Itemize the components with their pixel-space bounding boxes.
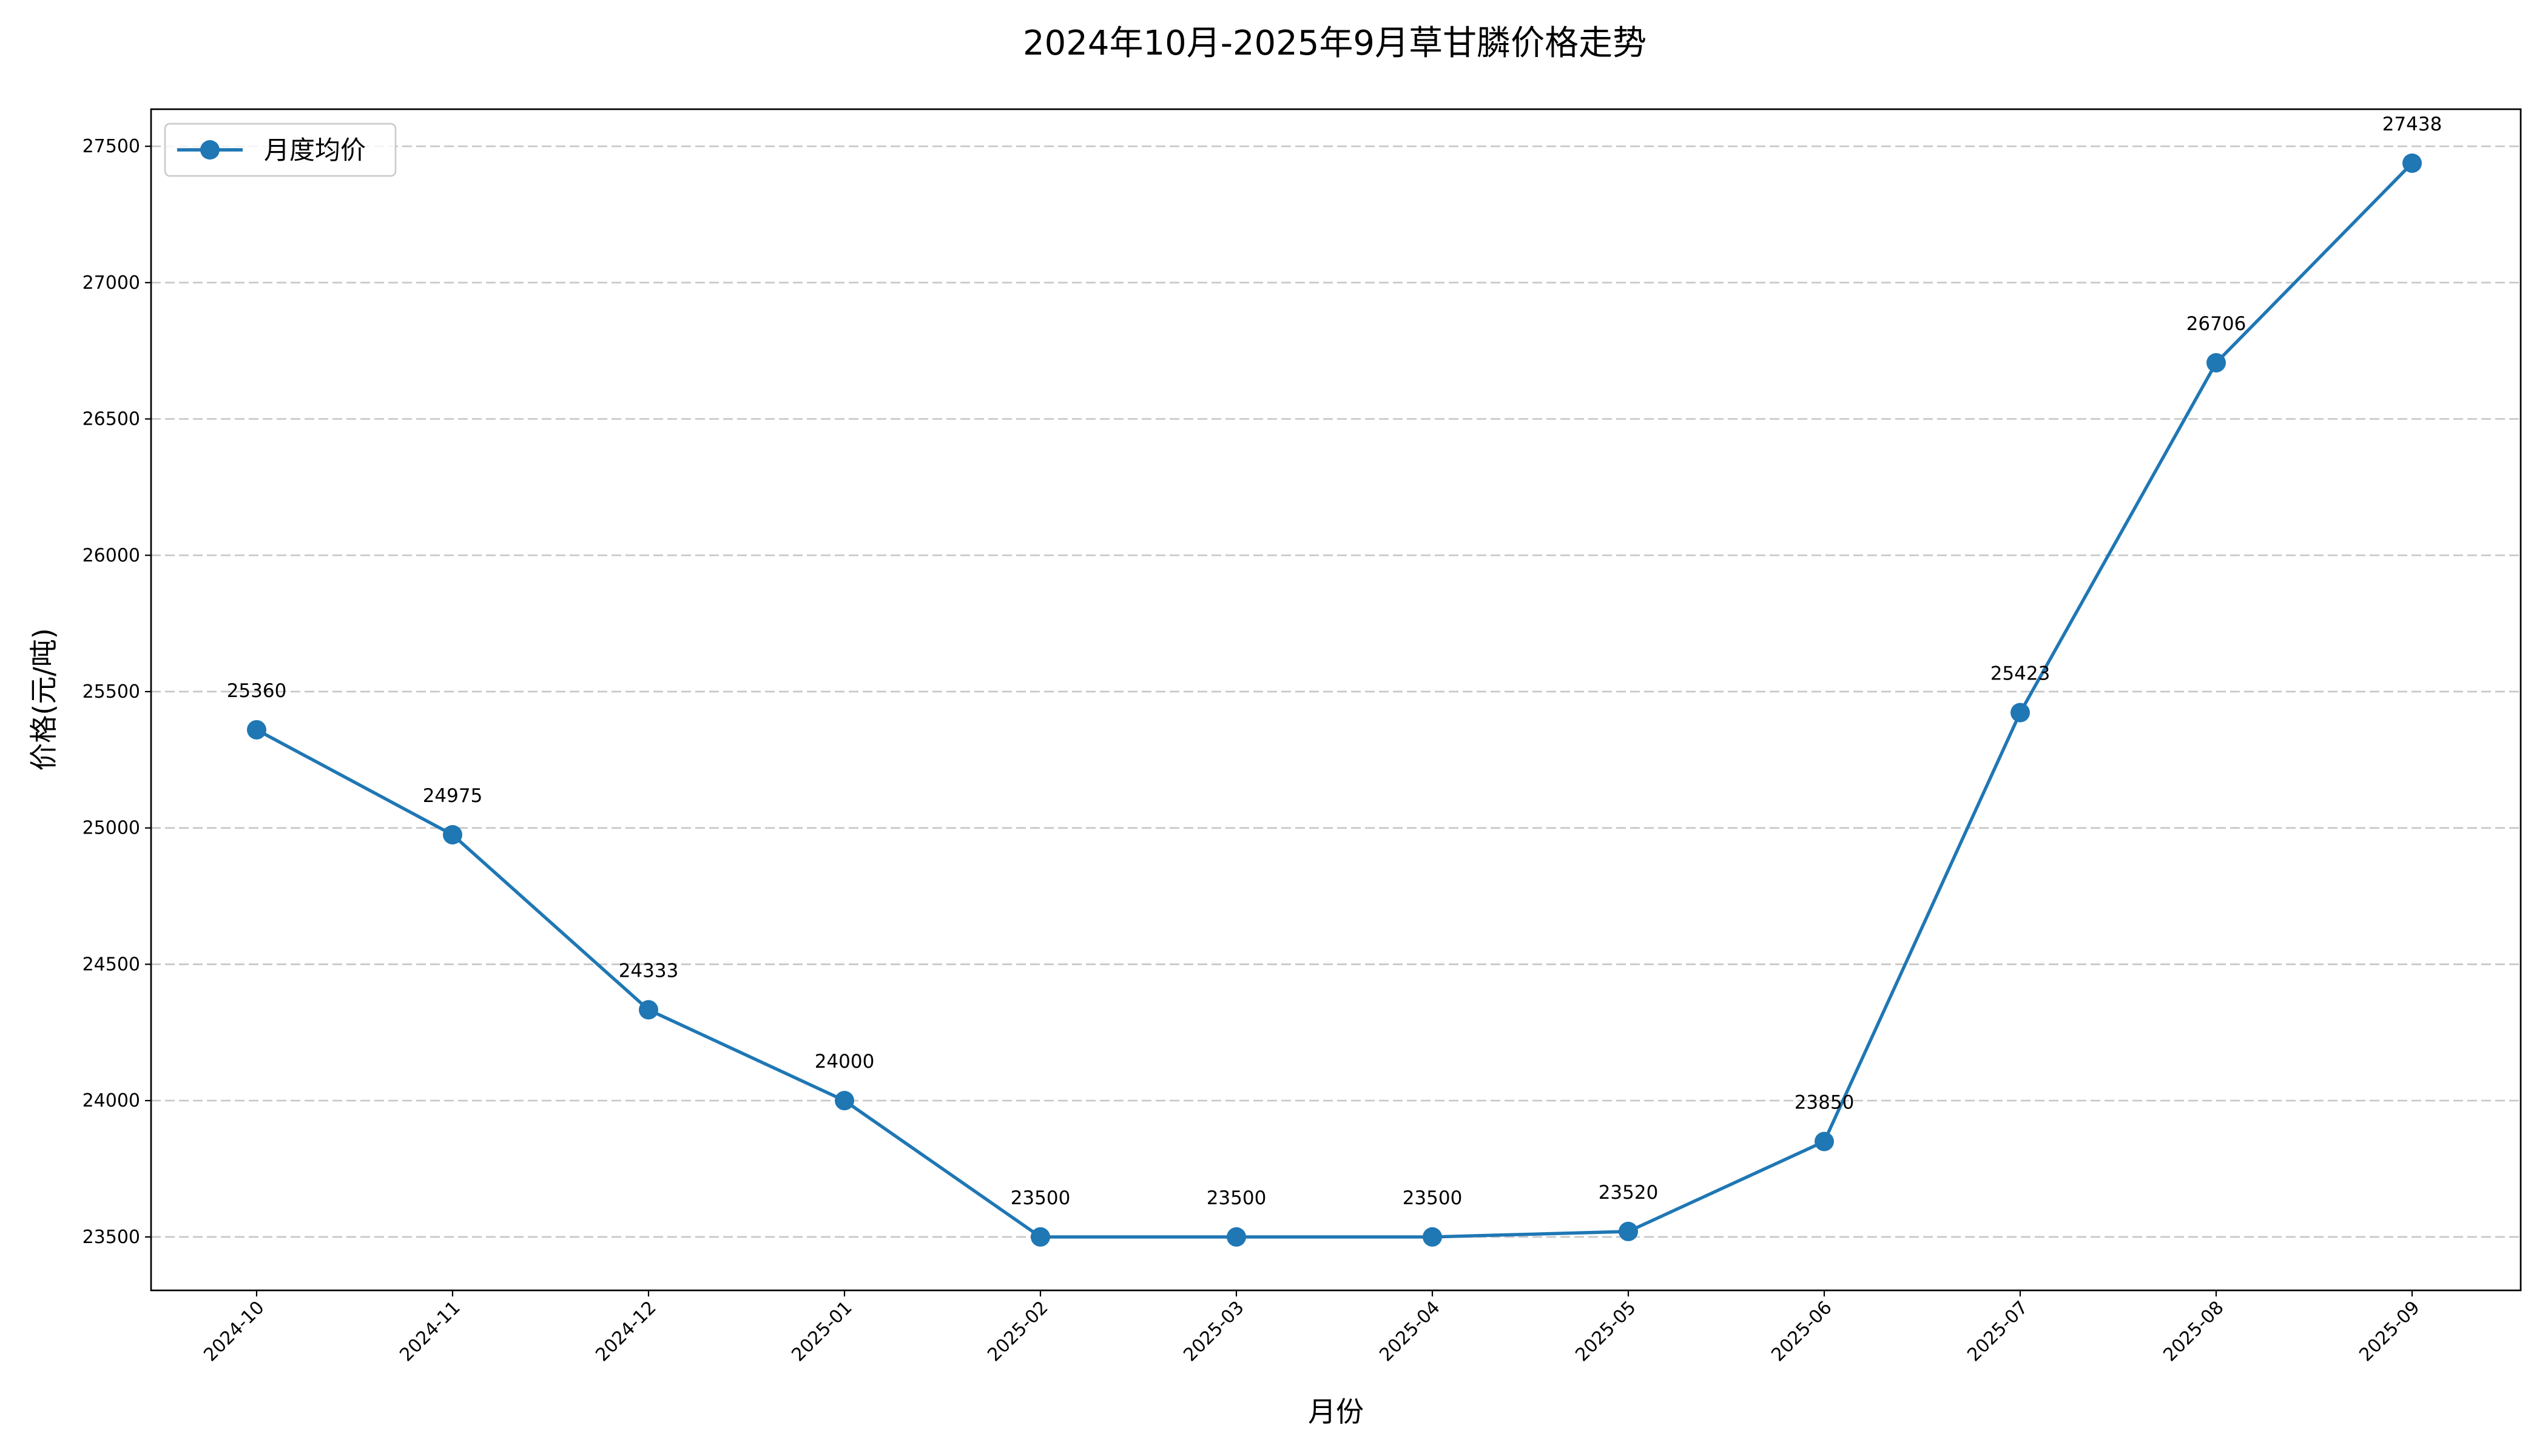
y-tick-label: 25500 (83, 681, 140, 703)
x-tick-label: 2024-12 (592, 1297, 660, 1366)
plot-frame (150, 108, 2522, 1292)
legend-box (164, 123, 397, 177)
x-tick-label: 2025-05 (1571, 1297, 1640, 1366)
data-point (1423, 1227, 1442, 1247)
x-tick-label: 2025-06 (1767, 1297, 1836, 1366)
series-line (255, 162, 2413, 1239)
y-tick-label: 23500 (83, 1227, 140, 1248)
data-point (1815, 1131, 1834, 1151)
data-point (1227, 1227, 1246, 1247)
x-tick-label: 2025-07 (1963, 1297, 2032, 1366)
x-tick-label: 2024-10 (200, 1297, 268, 1366)
x-tick-label: 2024-11 (396, 1297, 464, 1366)
data-point (2206, 352, 2226, 372)
data-label: 23520 (1599, 1182, 1659, 1204)
data-label: 25423 (1990, 663, 2051, 685)
y-tick-label: 27000 (83, 272, 140, 294)
data-label: 24000 (815, 1051, 875, 1073)
data-point (1619, 1221, 1638, 1241)
data-point (247, 720, 266, 740)
data-point (2010, 703, 2030, 723)
data-point (1031, 1227, 1050, 1247)
y-tick-label: 25000 (83, 818, 140, 839)
data-label: 24975 (423, 785, 483, 807)
data-label: 24333 (619, 960, 679, 982)
x-tick-label: 2025-03 (1179, 1297, 1248, 1366)
x-tick-label: 2025-04 (1375, 1297, 1444, 1366)
y-axis: 23500 24000 24500 25000 25500 26000 26500 27000… (83, 136, 151, 1248)
data-label: 23500 (1011, 1187, 1071, 1209)
y-axis-label: 价格(元/吨) (27, 628, 60, 770)
y-tick-label: 24500 (83, 954, 140, 975)
grid (151, 145, 2521, 1238)
x-tick-label: 2025-09 (2355, 1297, 2424, 1366)
y-tick-label: 26000 (83, 545, 140, 566)
y-tick-label: 24000 (83, 1090, 140, 1111)
data-label: 23500 (1403, 1187, 1463, 1209)
y-tick-label: 26500 (83, 409, 140, 430)
data-label: 26706 (2186, 313, 2246, 335)
data-label: 25360 (227, 680, 287, 702)
chart-title: 2024年10月-2025年9月草甘膦价格走势 (1023, 24, 1646, 63)
x-tick-label: 2025-01 (787, 1297, 856, 1366)
legend-label: 月度均价 (264, 135, 366, 165)
data-label: 27438 (2382, 113, 2442, 135)
x-tick-label: 2025-08 (2159, 1297, 2228, 1366)
x-tick-label: 2025-02 (983, 1297, 1052, 1366)
data-label: 23500 (1207, 1187, 1267, 1209)
data-point (2402, 153, 2422, 173)
legend-marker-swatch (200, 140, 220, 160)
data-point (443, 824, 462, 844)
data-point (835, 1091, 854, 1111)
data-label: 23850 (1795, 1092, 1855, 1114)
legend[interactable]: 月度均价 (164, 123, 397, 177)
y-tick-label: 27500 (83, 136, 140, 157)
data-point (639, 1000, 658, 1020)
x-axis-label: 月份 (1308, 1395, 1364, 1428)
data-labels: 25360 24975 24333 24000 23500 23500 23500 23520… (227, 113, 2442, 1209)
series-monthly-avg (247, 153, 2422, 1247)
x-axis: 2024-10 2024-11 2024-12 2025-01 2025-02 2025-… (200, 1290, 2424, 1366)
